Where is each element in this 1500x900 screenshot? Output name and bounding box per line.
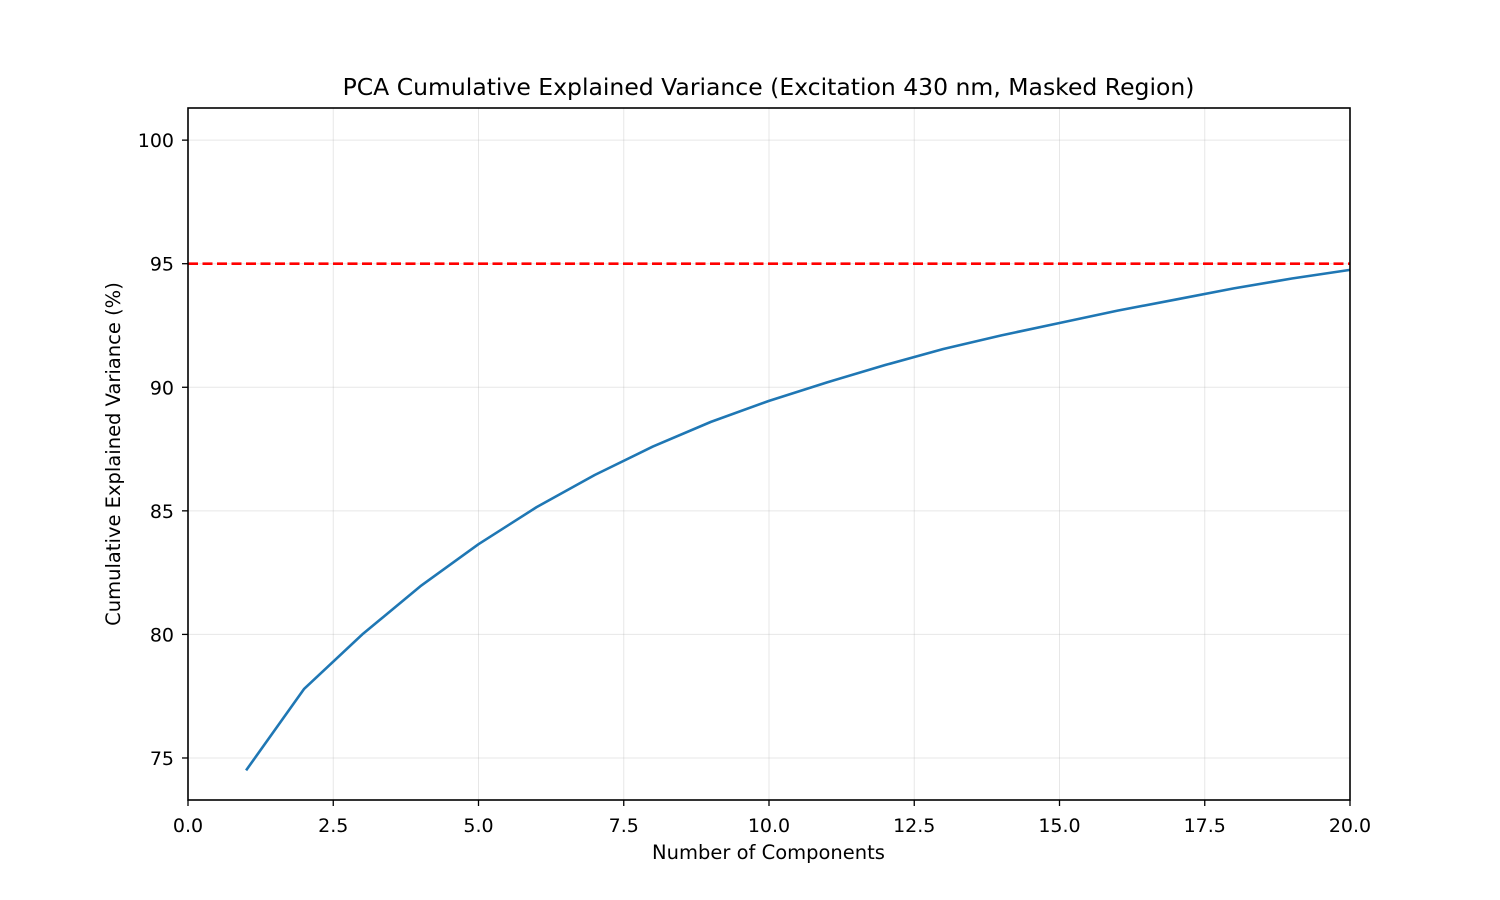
y-tick-label: 90: [150, 377, 174, 399]
x-tick-label: 7.5: [609, 815, 639, 837]
x-tick-label: 10.0: [748, 815, 790, 837]
y-axis-ticks: 75 80 85 90 95 100: [138, 130, 188, 770]
y-tick-label: 80: [150, 624, 174, 646]
x-axis-label: Number of Components: [652, 841, 885, 864]
x-tick-label: 20.0: [1329, 815, 1371, 837]
x-tick-label: 17.5: [1184, 815, 1226, 837]
chart-title: PCA Cumulative Explained Variance (Excit…: [343, 73, 1195, 101]
x-tick-label: 2.5: [318, 815, 348, 837]
y-tick-label: 100: [138, 130, 174, 152]
x-tick-label: 0.0: [173, 815, 203, 837]
y-axis-label: Cumulative Explained Variance (%): [102, 282, 125, 626]
series-line: [245, 268, 1351, 772]
x-tick-label: 12.5: [893, 815, 935, 837]
y-tick-label: 95: [150, 254, 174, 276]
data-series: [245, 268, 1351, 772]
y-tick-label: 75: [150, 748, 174, 770]
x-axis-ticks: 0.0 2.5 5.0 7.5 10.0 12.5 15.0 17.5 20.0: [173, 800, 1371, 837]
x-tick-label: 15.0: [1038, 815, 1080, 837]
x-tick-label: 5.0: [463, 815, 493, 837]
y-tick-label: 85: [150, 501, 174, 523]
